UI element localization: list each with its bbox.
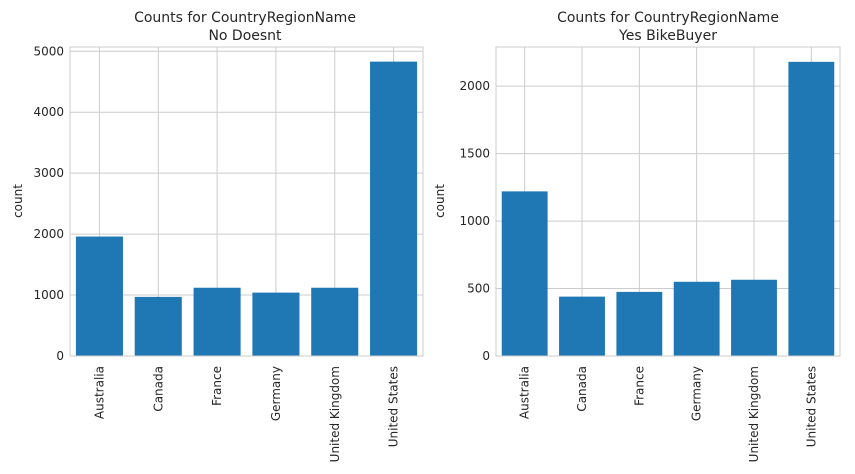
bar-united-kingdom	[731, 279, 777, 356]
x-tick-label: France	[210, 366, 224, 406]
y-tick-label: 2000	[459, 79, 490, 93]
x-tick-label: Canada	[575, 366, 589, 412]
y-tick-label: 5000	[33, 44, 64, 58]
bar-canada	[134, 296, 182, 356]
x-tick-label: United Kingdom	[328, 366, 342, 462]
x-tick-label: United Kingdom	[747, 366, 761, 462]
y-tick-label: 500	[467, 282, 490, 296]
bar-france	[616, 291, 663, 356]
chart-panel-yes-bikebuyer: Counts for CountryRegionName Yes BikeBuy…	[433, 10, 841, 462]
y-tick-label: 2000	[33, 227, 64, 241]
x-tick-label: Germany	[690, 366, 704, 421]
bar-germany	[673, 281, 720, 356]
bar-australia	[75, 236, 123, 356]
x-tick-label: France	[632, 366, 646, 406]
bar-france	[193, 287, 241, 356]
chart-title: Counts for CountryRegionName	[557, 10, 779, 26]
bar-united-kingdom	[311, 287, 359, 356]
x-tick-label: United States	[387, 366, 401, 447]
x-tick-label: Australia	[518, 366, 532, 419]
chart-title: Counts for CountryRegionName	[134, 10, 356, 26]
y-tick-label: 1000	[459, 214, 490, 228]
bar-australia	[501, 191, 548, 356]
y-tick-label: 0	[56, 349, 64, 363]
chart-panel-no-doesnt: Counts for CountryRegionName No Doesnt c…	[11, 10, 424, 462]
y-tick-label: 1500	[459, 147, 490, 161]
x-tick-label: Canada	[151, 366, 165, 412]
x-tick-label: United States	[804, 366, 818, 447]
plot-frame	[69, 46, 424, 357]
bar-germany	[252, 292, 300, 356]
y-axis-label: count	[433, 184, 447, 218]
x-tick-label: Australia	[92, 366, 106, 419]
bar-united-states	[370, 61, 418, 356]
plot-frame	[495, 46, 841, 357]
bar-united-states	[788, 61, 835, 356]
bar-canada	[559, 296, 605, 356]
chart-subtitle: Yes BikeBuyer	[618, 28, 717, 44]
y-tick-label: 4000	[33, 105, 64, 119]
y-axis-label: count	[11, 184, 25, 218]
x-tick-label: Germany	[269, 366, 283, 421]
y-tick-label: 3000	[33, 166, 64, 180]
y-tick-label: 0	[482, 349, 490, 363]
chart-subtitle: No Doesnt	[208, 28, 282, 44]
y-tick-label: 1000	[33, 288, 64, 302]
